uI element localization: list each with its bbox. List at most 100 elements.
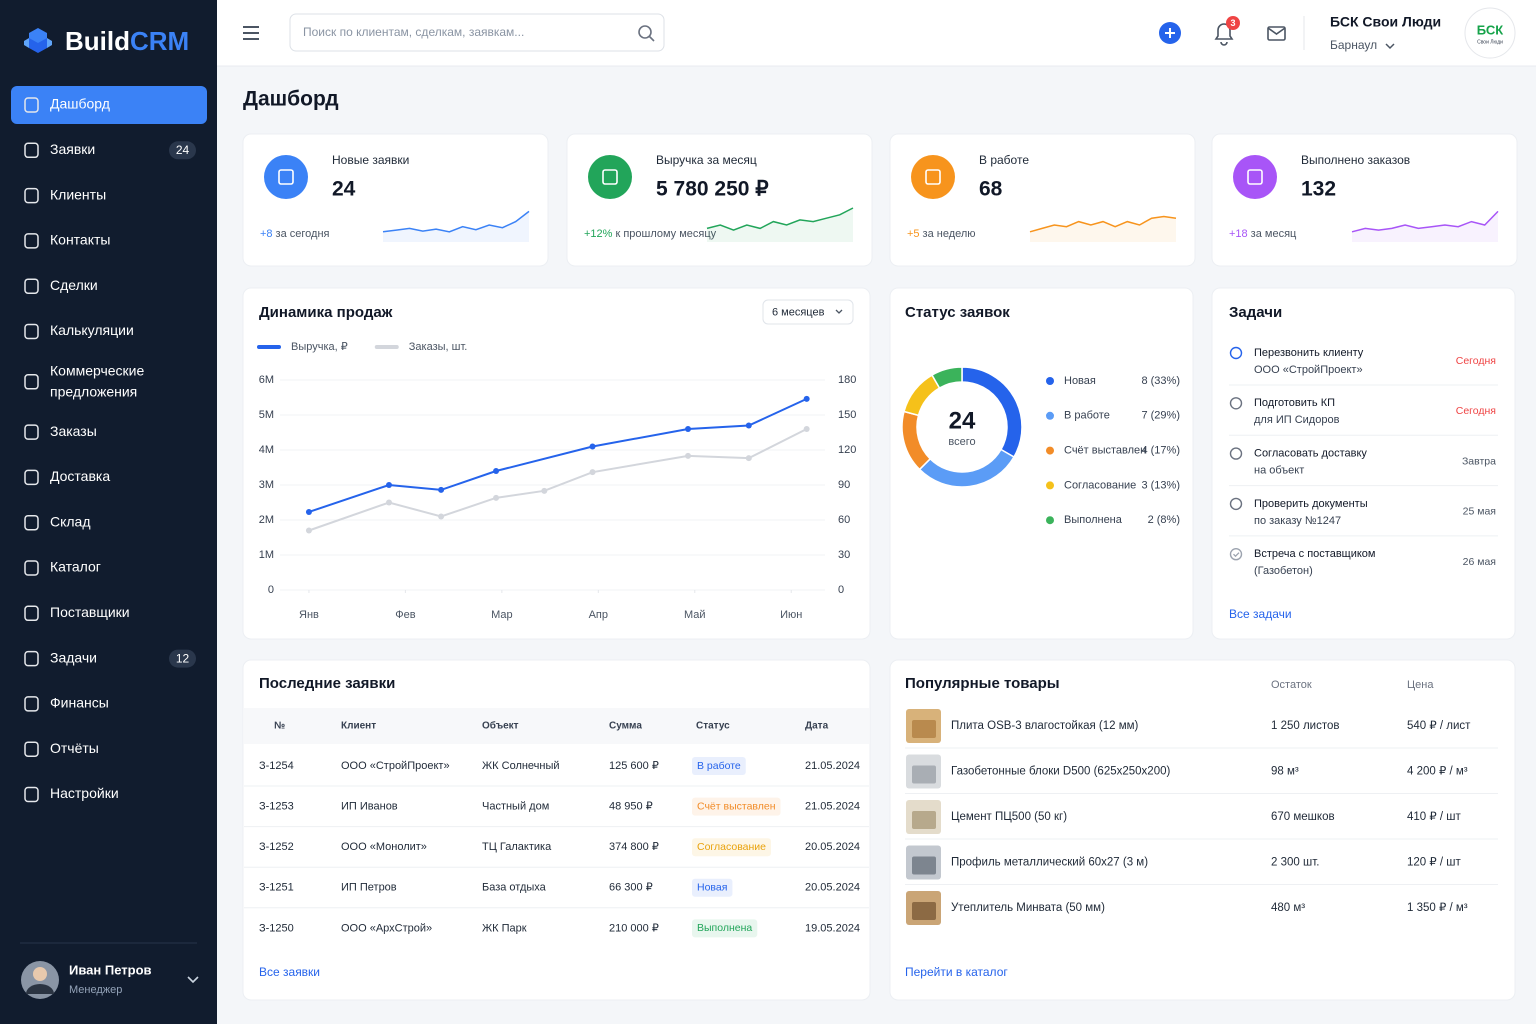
kpi-icon <box>264 155 308 199</box>
menu-icon <box>24 233 39 249</box>
y-tick-label: 0 <box>268 584 274 596</box>
card <box>242 133 549 267</box>
product-name: Утеплитель Минвата (50 мм) <box>951 902 1105 914</box>
menu-label[interactable]: Заказы <box>50 423 97 439</box>
tasks-link[interactable]: Все задачи <box>1229 607 1292 621</box>
task-checkbox[interactable] <box>1229 497 1243 511</box>
menu-label[interactable]: Финансы <box>50 695 109 711</box>
logo-icon <box>24 28 52 53</box>
table-header: Дата <box>805 721 829 732</box>
menu-label[interactable]: Доставка <box>50 468 110 484</box>
logo-text-accent: CRM <box>130 26 189 56</box>
task-checkbox[interactable] <box>1229 346 1243 360</box>
products-link[interactable]: Перейти в каталог <box>905 965 1008 979</box>
table-cell: 21.05.2024 <box>805 801 860 813</box>
sparkline <box>1351 210 1499 233</box>
legend-value: 4 (17%) <box>1141 445 1180 457</box>
chart-title: Статус заявок <box>905 304 1010 321</box>
table-header: Сумма <box>609 721 642 732</box>
product-name: Плита OSB-3 влагостойкая (12 мм) <box>951 720 1139 732</box>
task-checkbox[interactable] <box>1229 548 1243 561</box>
legend-label: Выручка, ₽ <box>291 341 348 353</box>
legend-dot <box>1046 516 1054 525</box>
series-point <box>745 422 752 429</box>
city-chevron[interactable] <box>1385 43 1395 50</box>
menu-label[interactable]: Коммерческие <box>50 363 144 379</box>
series-point <box>685 452 692 459</box>
menu-label[interactable]: предложения <box>50 384 137 400</box>
y2-tick-label: 30 <box>838 549 850 561</box>
product-stock: 98 м³ <box>1271 766 1299 778</box>
period-select[interactable] <box>762 299 854 325</box>
legend-label: Согласование <box>1064 479 1136 491</box>
series-point <box>493 494 500 501</box>
product-price: 4 200 ₽ / м³ <box>1407 766 1468 778</box>
task-title: Подготовить КП <box>1254 397 1335 409</box>
sidebar <box>0 0 217 1024</box>
kpi-delta-text: за неделю <box>923 228 976 240</box>
task-due: Сегодня <box>1456 405 1496 417</box>
table-cell: 19.05.2024 <box>805 922 860 934</box>
search-box[interactable] <box>289 13 665 52</box>
table-cell: З-1250 <box>259 922 294 934</box>
kpi-delta: +8 <box>260 228 273 240</box>
menu-icon <box>24 605 39 622</box>
product-stock: 670 мешков <box>1271 811 1335 823</box>
user-chevron[interactable] <box>187 976 199 984</box>
status-pill <box>692 838 771 857</box>
menu-label[interactable]: Отчёты <box>50 740 99 756</box>
series-point <box>685 426 692 432</box>
menu-label[interactable]: Каталог <box>50 559 101 575</box>
column-header: Цена <box>1407 679 1434 691</box>
menu-label[interactable]: Поставщики <box>50 604 130 620</box>
kpi-icon <box>1233 155 1277 199</box>
sparkline-area <box>1352 211 1498 242</box>
table-cell: З-1253 <box>259 801 294 813</box>
orders-link[interactable]: Все заявки <box>259 965 320 979</box>
menu-label[interactable]: Настройки <box>50 785 119 801</box>
status-pill <box>692 878 733 897</box>
menu-icon <box>24 786 39 803</box>
city[interactable]: Барнаул <box>1330 38 1377 52</box>
x-tick-label: Янв <box>299 609 319 621</box>
menu-badge: 12 <box>176 651 190 665</box>
y2-tick-label: 150 <box>838 409 856 421</box>
task-title: Перезвонить клиенту <box>1254 347 1364 359</box>
legend-label: Заказы, шт. <box>409 341 468 353</box>
y-tick-label: 3M <box>259 479 274 491</box>
search-placeholder[interactable]: Поиск по клиентам, сделкам, заявкам... <box>303 25 524 39</box>
company-avatar[interactable] <box>1464 7 1516 59</box>
menu-label[interactable]: Задачи <box>50 649 97 665</box>
task-checkbox[interactable] <box>1229 447 1243 460</box>
kpi-label: Выполнено заказов <box>1301 153 1410 167</box>
y2-tick-label: 90 <box>838 479 850 491</box>
product-thumb-shade <box>912 765 936 784</box>
menu-label[interactable]: Сделки <box>50 277 98 293</box>
legend-dot <box>1046 481 1054 490</box>
table-cell: ООО «АрхСтрой» <box>341 922 432 934</box>
menu-label[interactable]: Контакты <box>50 232 110 248</box>
menu-toggle[interactable] <box>243 26 259 40</box>
menu-badge-bg <box>169 141 196 160</box>
mail-icon[interactable] <box>1267 26 1286 41</box>
bell-icon[interactable] <box>1214 23 1234 46</box>
product-thumb-shade <box>912 811 936 829</box>
menu-label[interactable]: Склад <box>50 513 91 529</box>
search-icon[interactable] <box>638 25 655 42</box>
add-button[interactable] <box>1159 22 1181 44</box>
task-checkbox[interactable] <box>1229 397 1243 410</box>
user-name: Иван Петров <box>69 962 152 977</box>
card <box>566 133 873 267</box>
menu-label[interactable]: Клиенты <box>50 186 106 202</box>
series-point <box>305 508 312 515</box>
menu-label[interactable]: Заявки <box>50 141 95 157</box>
kpi-value: 5 780 250 ₽ <box>656 178 769 201</box>
table-cell: ЖК Парк <box>482 922 527 934</box>
donut-segment <box>930 366 963 390</box>
menu-icon <box>24 741 39 757</box>
period-label[interactable]: 6 месяцев <box>772 306 825 318</box>
product-stock: 480 м³ <box>1271 902 1305 914</box>
menu-label[interactable]: Калькуляции <box>50 322 134 338</box>
logo-text: Build <box>65 26 130 56</box>
menu-label[interactable]: Дашборд <box>50 96 110 112</box>
